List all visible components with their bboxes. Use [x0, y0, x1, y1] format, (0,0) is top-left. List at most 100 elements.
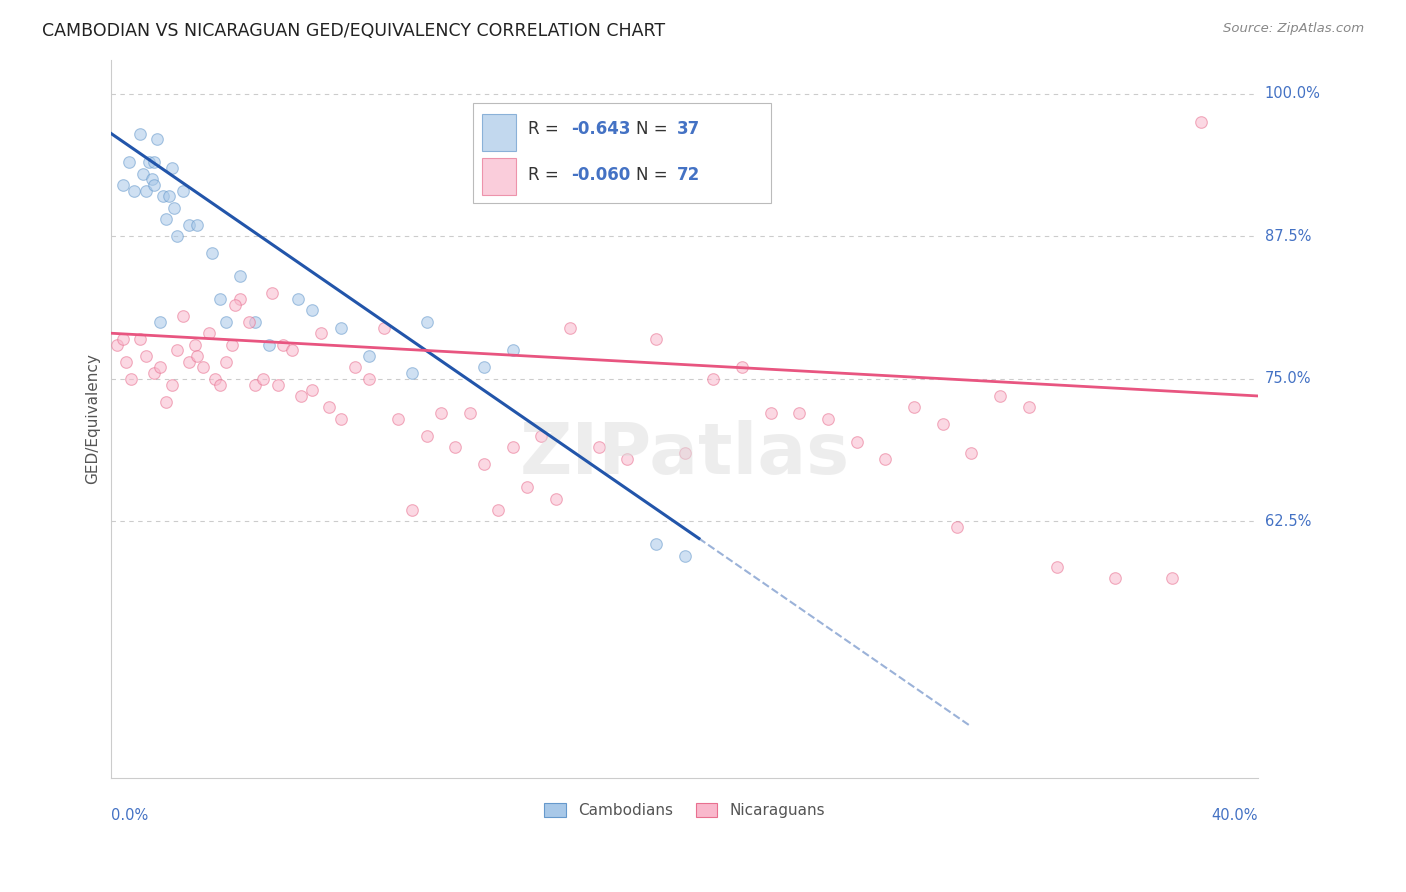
Point	[875, 451, 897, 466]
Point	[359, 372, 381, 386]
Point	[266, 377, 288, 392]
Point	[309, 326, 332, 341]
Point	[160, 377, 183, 392]
Point	[702, 372, 724, 386]
Point	[516, 480, 538, 494]
Point	[152, 189, 174, 203]
Point	[845, 434, 868, 449]
Point	[160, 161, 183, 175]
Point	[645, 332, 668, 346]
Point	[177, 355, 200, 369]
Point	[290, 389, 312, 403]
Point	[117, 155, 139, 169]
Legend: Cambodians, Nicaraguans: Cambodians, Nicaraguans	[538, 797, 831, 824]
Point	[186, 218, 208, 232]
Point	[415, 315, 437, 329]
Point	[759, 406, 782, 420]
Point	[931, 417, 953, 432]
Point	[401, 503, 423, 517]
FancyBboxPatch shape	[482, 158, 516, 195]
Point	[903, 401, 925, 415]
Point	[373, 320, 395, 334]
Point	[209, 292, 232, 306]
Point	[166, 229, 188, 244]
Point	[143, 366, 166, 380]
Point	[472, 360, 495, 375]
Point	[149, 360, 172, 375]
Point	[163, 201, 186, 215]
Point	[224, 298, 246, 312]
Point	[229, 269, 252, 284]
Point	[157, 189, 180, 203]
Point	[215, 355, 238, 369]
Text: 37: 37	[676, 120, 700, 138]
Point	[111, 332, 134, 346]
Point	[243, 377, 266, 392]
Point	[172, 184, 194, 198]
Point	[401, 366, 423, 380]
Point	[1160, 571, 1182, 585]
Text: N =: N =	[637, 120, 673, 138]
FancyBboxPatch shape	[482, 113, 516, 151]
Point	[430, 406, 453, 420]
Point	[673, 549, 696, 563]
Point	[502, 440, 524, 454]
Point	[132, 167, 155, 181]
Point	[472, 458, 495, 472]
Point	[301, 303, 323, 318]
Point	[731, 360, 754, 375]
Text: -0.060: -0.060	[571, 166, 630, 184]
Point	[257, 337, 280, 351]
Point	[129, 332, 152, 346]
Point	[988, 389, 1011, 403]
Text: 62.5%: 62.5%	[1265, 514, 1312, 529]
Point	[209, 377, 232, 392]
Point	[229, 292, 252, 306]
Point	[344, 360, 367, 375]
Point	[817, 411, 839, 425]
Point	[149, 315, 172, 329]
Text: 75.0%: 75.0%	[1265, 371, 1312, 386]
Point	[114, 355, 136, 369]
Text: 72: 72	[676, 166, 700, 184]
Point	[186, 349, 208, 363]
Text: R =: R =	[527, 166, 564, 184]
Text: -0.643: -0.643	[571, 120, 631, 138]
Point	[387, 411, 409, 425]
Text: 100.0%: 100.0%	[1265, 87, 1320, 102]
Point	[544, 491, 567, 506]
Point	[1018, 401, 1040, 415]
Point	[558, 320, 581, 334]
Point	[191, 360, 214, 375]
Point	[143, 155, 166, 169]
Point	[301, 384, 323, 398]
Point	[281, 343, 304, 358]
Text: CAMBODIAN VS NICARAGUAN GED/EQUIVALENCY CORRELATION CHART: CAMBODIAN VS NICARAGUAN GED/EQUIVALENCY …	[42, 22, 665, 40]
Point	[135, 184, 157, 198]
Point	[105, 337, 128, 351]
Y-axis label: GED/Equivalency: GED/Equivalency	[86, 353, 100, 484]
Point	[1104, 571, 1126, 585]
Point	[252, 372, 274, 386]
Point	[359, 349, 381, 363]
Point	[155, 212, 177, 227]
Point	[124, 184, 146, 198]
Point	[329, 320, 352, 334]
Point	[121, 372, 143, 386]
Point	[1046, 560, 1069, 574]
Point	[673, 446, 696, 460]
Point	[787, 406, 810, 420]
Point	[318, 401, 340, 415]
Point	[530, 429, 553, 443]
Text: Source: ZipAtlas.com: Source: ZipAtlas.com	[1223, 22, 1364, 36]
Point	[946, 520, 969, 534]
Point	[177, 218, 200, 232]
Point	[238, 315, 260, 329]
Point	[415, 429, 437, 443]
Point	[287, 292, 309, 306]
Point	[444, 440, 467, 454]
Point	[588, 440, 610, 454]
Text: 87.5%: 87.5%	[1265, 229, 1312, 244]
Text: 0.0%: 0.0%	[111, 808, 149, 823]
Point	[486, 503, 509, 517]
